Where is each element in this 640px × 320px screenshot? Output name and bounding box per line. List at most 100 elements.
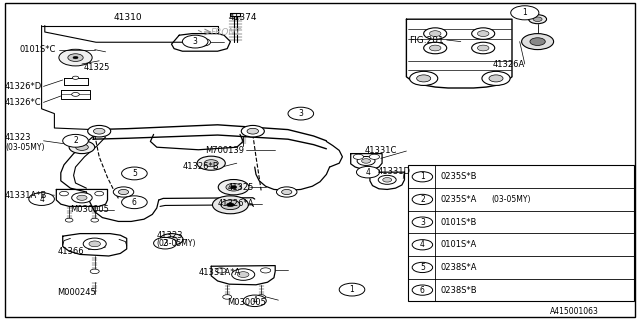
Circle shape xyxy=(429,31,441,36)
Circle shape xyxy=(260,268,271,273)
Text: FRONT: FRONT xyxy=(211,28,242,36)
Circle shape xyxy=(232,269,255,280)
Circle shape xyxy=(197,156,225,170)
Text: 4: 4 xyxy=(420,240,425,249)
Bar xyxy=(408,165,634,301)
Text: 2: 2 xyxy=(73,136,78,145)
Circle shape xyxy=(356,166,380,178)
Circle shape xyxy=(412,262,433,273)
Circle shape xyxy=(227,203,234,207)
Circle shape xyxy=(276,187,297,197)
Text: 41323: 41323 xyxy=(5,133,31,142)
Text: (03-05MY): (03-05MY) xyxy=(492,195,531,204)
Circle shape xyxy=(76,144,88,150)
Text: 3: 3 xyxy=(420,218,425,227)
Text: 1: 1 xyxy=(349,285,355,294)
Circle shape xyxy=(530,38,545,45)
Text: (03-05MY): (03-05MY) xyxy=(157,239,196,248)
Circle shape xyxy=(73,56,78,59)
Circle shape xyxy=(65,218,73,222)
Text: FIG.201: FIG.201 xyxy=(410,36,444,44)
Circle shape xyxy=(218,180,249,195)
Circle shape xyxy=(410,71,438,85)
Circle shape xyxy=(477,31,489,36)
Circle shape xyxy=(482,71,510,85)
Text: M030005: M030005 xyxy=(70,205,109,214)
Circle shape xyxy=(230,186,237,189)
Text: M000245: M000245 xyxy=(58,288,97,297)
Circle shape xyxy=(243,295,266,307)
Circle shape xyxy=(472,42,495,54)
Circle shape xyxy=(212,196,248,214)
Circle shape xyxy=(424,28,447,39)
Circle shape xyxy=(429,45,441,51)
Text: 6: 6 xyxy=(132,198,137,207)
Circle shape xyxy=(89,241,100,247)
Circle shape xyxy=(29,193,54,205)
Circle shape xyxy=(118,189,129,195)
Circle shape xyxy=(489,75,503,82)
Text: 41326*A: 41326*A xyxy=(218,199,254,208)
Circle shape xyxy=(529,15,547,24)
Circle shape xyxy=(69,141,95,154)
Circle shape xyxy=(412,285,433,295)
Text: 41326*C: 41326*C xyxy=(5,98,42,107)
Text: 0101S*A: 0101S*A xyxy=(440,240,477,249)
Text: 41326*B: 41326*B xyxy=(182,162,219,171)
Text: 1: 1 xyxy=(522,8,527,17)
Text: 3: 3 xyxy=(193,37,198,46)
Circle shape xyxy=(241,125,264,137)
Circle shape xyxy=(88,125,111,137)
Text: 6: 6 xyxy=(420,286,425,295)
Text: 41326*D: 41326*D xyxy=(5,82,42,91)
Text: 41331D: 41331D xyxy=(378,167,411,176)
Circle shape xyxy=(72,76,79,79)
Circle shape xyxy=(472,28,495,39)
Circle shape xyxy=(83,238,106,250)
Text: 3: 3 xyxy=(298,109,303,118)
Text: 1: 1 xyxy=(420,172,425,181)
Circle shape xyxy=(72,92,79,96)
Circle shape xyxy=(226,183,241,191)
Circle shape xyxy=(417,75,431,82)
Text: M700139: M700139 xyxy=(205,146,244,155)
Text: 0238S*B: 0238S*B xyxy=(440,286,477,295)
Circle shape xyxy=(353,154,364,159)
Text: 4: 4 xyxy=(252,296,257,305)
Circle shape xyxy=(91,218,99,222)
Circle shape xyxy=(93,128,105,134)
Text: 41323: 41323 xyxy=(157,231,183,240)
Text: 41331A*B: 41331A*B xyxy=(5,191,47,200)
Text: 41326A: 41326A xyxy=(493,60,525,68)
Circle shape xyxy=(63,134,88,147)
Circle shape xyxy=(357,156,375,165)
Circle shape xyxy=(59,49,92,66)
Text: 4: 4 xyxy=(39,195,44,204)
Text: 0235S*A: 0235S*A xyxy=(440,195,477,204)
Circle shape xyxy=(68,54,83,61)
Circle shape xyxy=(154,237,177,249)
Circle shape xyxy=(122,167,147,180)
Circle shape xyxy=(533,17,542,21)
Circle shape xyxy=(90,269,99,274)
Circle shape xyxy=(511,6,539,20)
Bar xyxy=(409,189,633,210)
Circle shape xyxy=(362,159,371,163)
Circle shape xyxy=(412,172,433,182)
Circle shape xyxy=(182,35,208,48)
Circle shape xyxy=(77,195,87,200)
Text: 41325: 41325 xyxy=(83,63,109,72)
Circle shape xyxy=(204,160,218,167)
Text: 41310: 41310 xyxy=(114,13,142,22)
Text: 0238S*A: 0238S*A xyxy=(440,263,477,272)
Circle shape xyxy=(160,234,183,245)
Text: A415001063: A415001063 xyxy=(550,308,599,316)
Circle shape xyxy=(383,178,392,182)
Circle shape xyxy=(247,128,259,134)
Circle shape xyxy=(221,200,240,210)
Circle shape xyxy=(288,107,314,120)
Circle shape xyxy=(257,295,266,299)
Circle shape xyxy=(369,154,380,159)
Circle shape xyxy=(282,189,292,195)
Text: 41366: 41366 xyxy=(58,247,84,256)
